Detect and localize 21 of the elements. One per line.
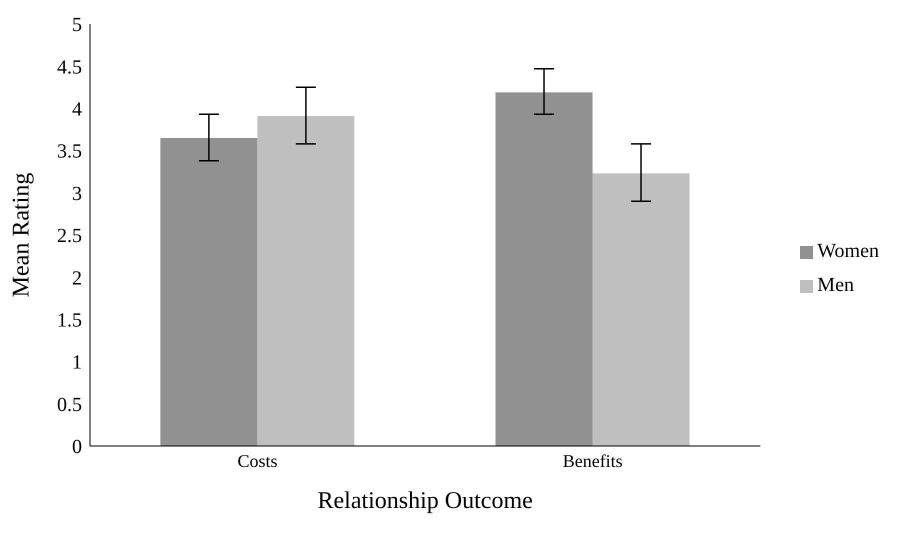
y-axis-title: Mean Rating (8, 172, 35, 298)
y-tick-label: 2 (72, 267, 82, 290)
y-tick-label: 1 (72, 352, 82, 374)
y-tick-label: 2.5 (57, 225, 82, 248)
bar (160, 138, 258, 446)
bar (496, 92, 593, 446)
bar (257, 116, 354, 446)
legend-label: Men (817, 274, 854, 296)
x-tick-label: Benefits (562, 450, 623, 471)
legend-label: Women (817, 240, 879, 262)
y-tick-label: 5 (72, 14, 82, 36)
y-tick-label: 3.5 (57, 140, 82, 163)
y-tick-label: 3 (72, 182, 82, 205)
bar (592, 173, 690, 446)
y-tick-label: 4 (72, 98, 82, 120)
x-axis-title: Relationship Outcome (317, 488, 533, 514)
y-tick-label: 4.5 (57, 56, 82, 78)
x-tick-label: Costs (238, 450, 278, 471)
y-tick-label: 0 (72, 436, 82, 458)
y-tick-label: 1.5 (57, 310, 82, 332)
y-tick-label: 0.5 (57, 394, 82, 416)
